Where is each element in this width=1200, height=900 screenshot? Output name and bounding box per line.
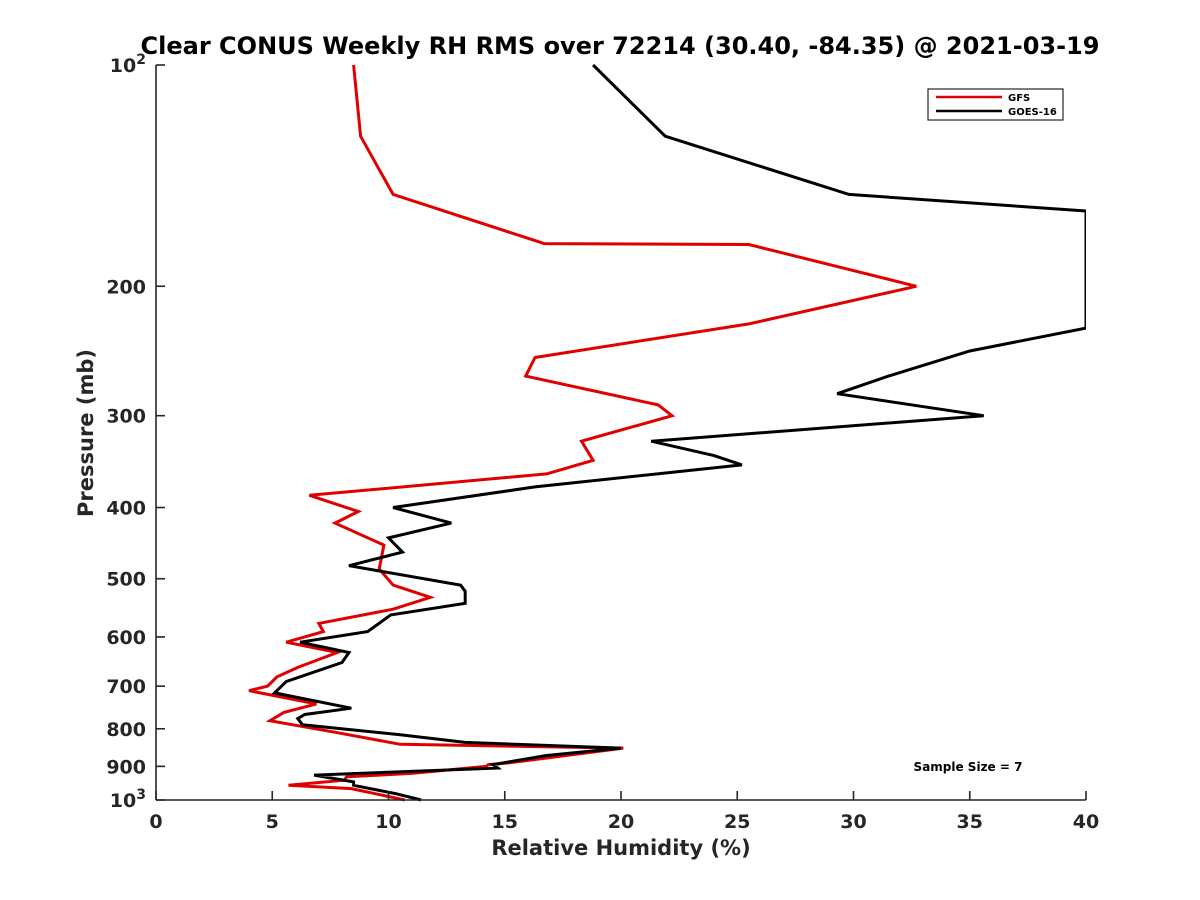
x-tick-label: 10 xyxy=(375,811,401,833)
y-axis-label: Pressure (mb) xyxy=(74,349,98,517)
y-tick-label: 900 xyxy=(106,756,146,778)
x-tick-label: 15 xyxy=(492,811,518,833)
legend-label: GOES-16 xyxy=(1008,107,1057,118)
y-tick-label: 500 xyxy=(106,569,146,591)
y-tick-label: 300 xyxy=(106,406,146,428)
x-tick-label: 25 xyxy=(724,811,750,833)
x-tick-label: 20 xyxy=(608,811,634,833)
x-tick-label: 0 xyxy=(149,811,162,833)
x-tick-label: 30 xyxy=(840,811,866,833)
y-tick-label: 800 xyxy=(106,719,146,741)
series-line-goes-16 xyxy=(271,63,1086,802)
series-layer xyxy=(248,63,1086,802)
x-tick-label: 5 xyxy=(266,811,279,833)
y-tick-label: 200 xyxy=(106,276,146,298)
legend-entries: GFS GOES-16 xyxy=(936,93,1057,118)
x-axis-label: Relative Humidity (%) xyxy=(491,836,750,860)
legend-label: GFS xyxy=(1008,93,1030,104)
y-tick-label: 700 xyxy=(106,676,146,698)
sample-size-annotation: Sample Size = 7 xyxy=(914,760,1023,774)
chart-title: Clear CONUS Weekly RH RMS over 72214 (30… xyxy=(141,32,1100,60)
x-axis-ticks: 0 5 10 15 20 25 30 35 40 xyxy=(149,791,1099,833)
y-tick-label: 600 xyxy=(106,627,146,649)
x-tick-label: 35 xyxy=(957,811,983,833)
legend: GFS GOES-16 xyxy=(927,88,1064,121)
x-tick-label: 40 xyxy=(1073,811,1099,833)
y-axis-ticks: 102 200 300 400 500 600 700 800 900 103 xyxy=(106,52,165,812)
y-tick-label: 400 xyxy=(106,498,146,520)
y-tick-label: 102 xyxy=(110,52,146,77)
y-tick-label: 103 xyxy=(110,787,146,812)
plot-area: 0 5 10 15 20 25 30 35 40 102 200 300 400 500 600 700 80… xyxy=(106,52,1099,833)
legend-box xyxy=(927,88,1064,121)
series-line-gfs xyxy=(248,64,917,802)
